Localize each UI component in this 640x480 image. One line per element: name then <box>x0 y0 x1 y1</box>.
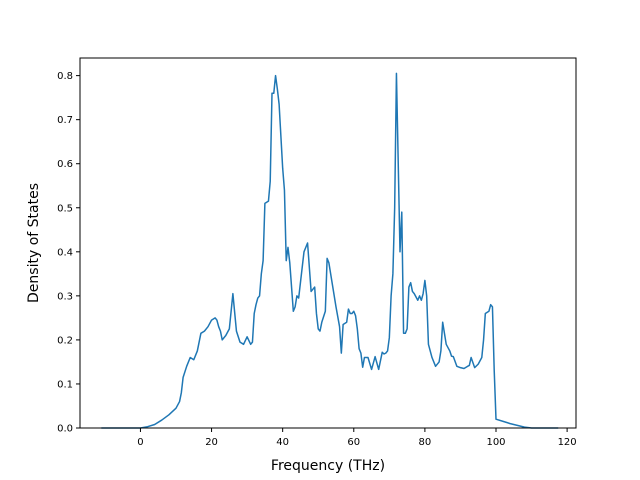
x-tick-label: 60 <box>347 437 360 448</box>
x-axis: 0 20 40 60 80 100 120 <box>137 428 577 448</box>
y-axis-label: Density of States <box>26 183 42 303</box>
y-tick-label: 0.8 <box>57 71 73 82</box>
x-tick-label: 40 <box>276 437 289 448</box>
x-tick-label: 0 <box>137 437 143 448</box>
x-tick-label: 20 <box>205 437 218 448</box>
y-tick-label: 0.5 <box>57 203 73 214</box>
y-axis: 0.0 0.1 0.2 0.3 0.4 0.5 0.6 0.7 0.8 <box>57 71 80 435</box>
x-tick-label: 80 <box>419 437 432 448</box>
y-tick-label: 0.7 <box>57 115 73 126</box>
dos-series-line-0 <box>101 72 559 429</box>
y-tick-label: 0.1 <box>57 379 73 390</box>
plot-area <box>101 72 559 429</box>
y-tick-label: 0.6 <box>57 159 73 170</box>
x-tick-label: 120 <box>558 437 577 448</box>
y-tick-label: 0.0 <box>57 424 73 435</box>
axes-frame <box>79 57 577 429</box>
y-tick-label: 0.4 <box>57 247 73 258</box>
x-tick-label: 100 <box>486 437 505 448</box>
y-tick-label: 0.3 <box>57 291 73 302</box>
y-tick-label: 0.2 <box>57 335 73 346</box>
x-axis-label: Frequency (THz) <box>271 458 385 474</box>
